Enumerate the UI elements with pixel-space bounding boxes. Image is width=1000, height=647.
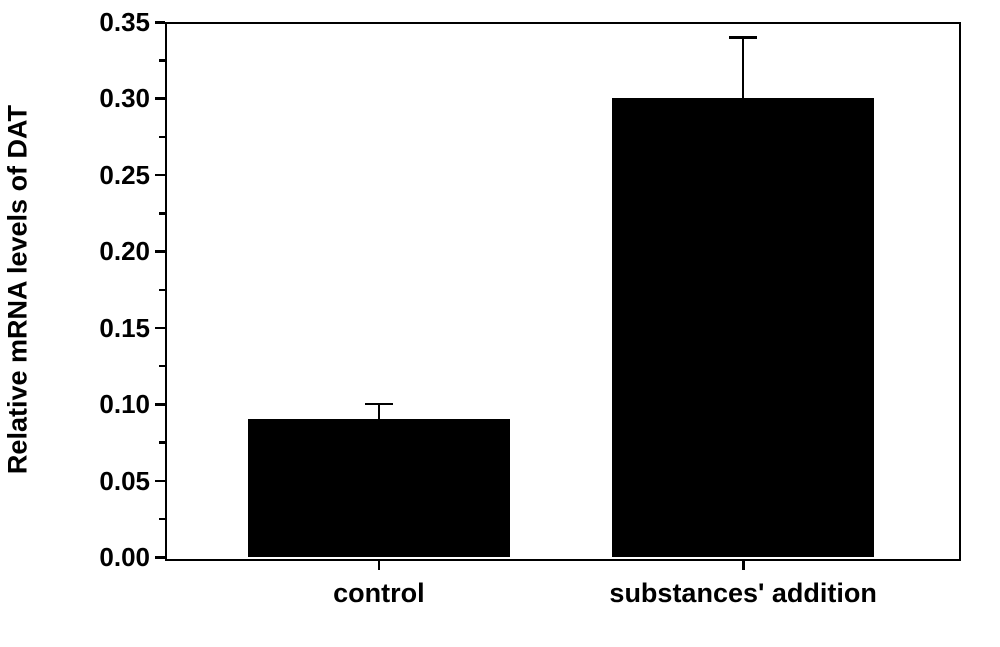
error-bar-stem [742,37,745,98]
bar [612,98,873,557]
error-bar-stem [378,404,381,419]
y-tick-mark [155,97,165,100]
x-tick-mark [378,560,381,570]
y-tick-mark [155,174,165,177]
y-minor-tick [159,441,165,444]
y-axis-label: Relative mRNA levels of DAT [3,39,34,539]
bar [248,419,509,557]
x-tick-label: substances' addition [543,578,943,609]
y-tick-label: 0.30 [65,83,150,114]
error-bar-cap [729,36,757,39]
y-tick-label: 0.25 [65,160,150,191]
y-tick-mark [155,327,165,330]
y-tick-label: 0.20 [65,236,150,267]
y-minor-tick [159,136,165,139]
y-tick-mark [155,21,165,24]
error-bar-cap [365,403,393,406]
y-tick-label: 0.35 [65,7,150,38]
y-tick-label: 0.05 [65,466,150,497]
y-minor-tick [159,518,165,521]
y-tick-mark [155,556,165,559]
x-tick-mark [742,560,745,570]
y-tick-label: 0.00 [65,542,150,573]
chart-container: Relative mRNA levels of DAT 0.00 0.05 0.10… [0,0,1000,647]
y-tick-label: 0.15 [65,313,150,344]
y-tick-mark [155,250,165,253]
y-tick-mark [155,480,165,483]
y-minor-tick [159,289,165,292]
x-tick-label: control [179,578,579,609]
y-tick-mark [155,403,165,406]
y-minor-tick [159,365,165,368]
y-minor-tick [159,59,165,62]
y-tick-label: 0.10 [65,389,150,420]
y-minor-tick [159,212,165,215]
